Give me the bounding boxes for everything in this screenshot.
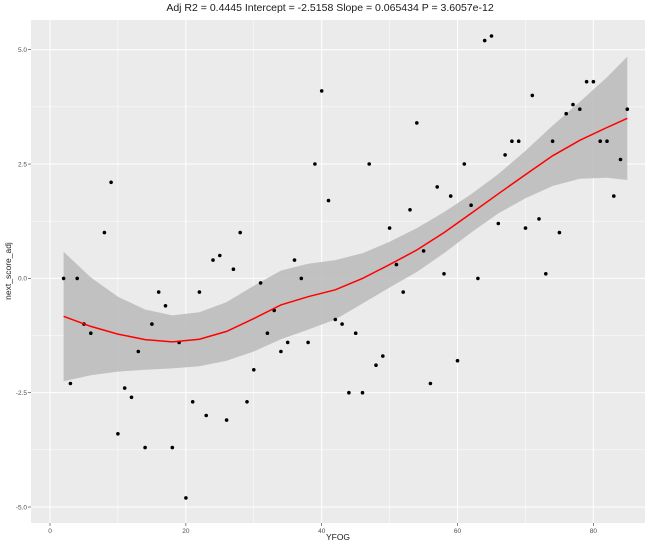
x-tick-label: 60 <box>454 528 462 535</box>
chart-title: Adj R2 = 0.4445 Intercept = -2.5158 Slop… <box>166 2 493 14</box>
data-point <box>279 349 283 354</box>
data-point <box>68 381 73 386</box>
data-point <box>448 194 453 198</box>
data-point <box>374 363 378 368</box>
data-point <box>306 340 310 345</box>
data-point <box>285 340 290 345</box>
data-point <box>211 258 215 262</box>
data-point <box>340 322 344 326</box>
data-point <box>421 249 426 253</box>
data-point <box>496 221 501 226</box>
data-point <box>129 395 134 400</box>
data-point <box>489 34 494 38</box>
data-point <box>299 276 304 281</box>
data-point <box>156 290 161 294</box>
data-point <box>523 226 528 230</box>
data-point <box>150 322 154 326</box>
data-point <box>415 121 419 125</box>
data-points <box>61 34 630 500</box>
data-point <box>224 418 229 422</box>
smoothed-fit-line <box>63 117 628 343</box>
data-point <box>550 139 555 143</box>
data-point <box>116 432 120 436</box>
data-point <box>265 331 270 336</box>
data-point <box>503 153 507 157</box>
data-point <box>401 290 406 294</box>
data-point <box>625 107 630 111</box>
data-point <box>245 400 249 404</box>
data-point <box>618 157 623 162</box>
data-point <box>122 386 127 390</box>
data-point <box>408 208 412 212</box>
data-point <box>442 272 446 276</box>
y-tick-label: -5.0 <box>16 504 28 511</box>
data-point <box>557 230 562 235</box>
data-point <box>170 445 175 450</box>
data-point <box>143 445 147 450</box>
y-axis-label: next_score_adj <box>3 242 13 300</box>
data-point <box>333 317 338 322</box>
data-point <box>428 381 433 386</box>
data-point <box>102 230 107 235</box>
data-point <box>462 162 467 166</box>
data-point <box>292 258 297 262</box>
data-point <box>204 413 208 418</box>
x-axis-label: YFOG <box>326 532 350 542</box>
data-point <box>605 139 609 143</box>
data-point <box>584 79 589 84</box>
data-point <box>367 162 372 166</box>
confidence-band <box>63 56 628 382</box>
data-point <box>578 107 582 111</box>
data-point <box>476 276 480 281</box>
data-point <box>510 139 514 143</box>
y-tick-label: 0.0 <box>18 276 27 283</box>
data-point <box>252 368 256 372</box>
x-tick-label: 0 <box>48 528 52 535</box>
data-point <box>258 281 263 285</box>
data-point <box>455 358 460 363</box>
x-axis-ticks: 0 20 40 60 80 <box>48 523 597 535</box>
data-point <box>231 267 236 272</box>
data-point <box>394 262 399 267</box>
data-point <box>197 290 202 294</box>
data-point <box>482 38 487 43</box>
data-point <box>591 79 596 84</box>
data-point <box>544 272 548 276</box>
data-point <box>184 496 188 500</box>
data-point <box>530 93 535 98</box>
data-point <box>163 304 168 308</box>
data-point <box>360 390 365 395</box>
data-point <box>516 139 521 143</box>
y-tick-label: 2.5 <box>18 161 27 168</box>
data-point <box>564 111 568 116</box>
data-point <box>75 276 79 281</box>
data-point <box>598 139 602 143</box>
data-point <box>387 226 392 230</box>
y-axis-ticks: -5.0 -2.5 0.0 2.5 5.0 <box>16 47 31 511</box>
data-point <box>190 400 195 404</box>
data-point <box>435 185 440 189</box>
x-tick-label: 40 <box>318 528 326 535</box>
data-point <box>571 102 575 107</box>
y-tick-label: -2.5 <box>16 390 28 397</box>
data-point <box>89 331 93 336</box>
data-point <box>326 198 331 203</box>
data-point <box>109 180 113 185</box>
data-point <box>61 276 66 281</box>
data-point <box>381 354 385 358</box>
data-point <box>313 162 317 166</box>
data-point <box>353 331 358 336</box>
data-point <box>612 194 616 198</box>
data-point <box>469 203 473 207</box>
data-point <box>136 349 141 354</box>
data-point <box>218 253 222 258</box>
data-point <box>238 230 242 235</box>
y-tick-label: 5.0 <box>18 47 27 54</box>
data-point <box>537 217 541 221</box>
x-tick-label: 20 <box>182 528 190 535</box>
data-point <box>347 390 351 395</box>
data-point <box>319 89 324 93</box>
x-tick-label: 80 <box>590 528 598 535</box>
